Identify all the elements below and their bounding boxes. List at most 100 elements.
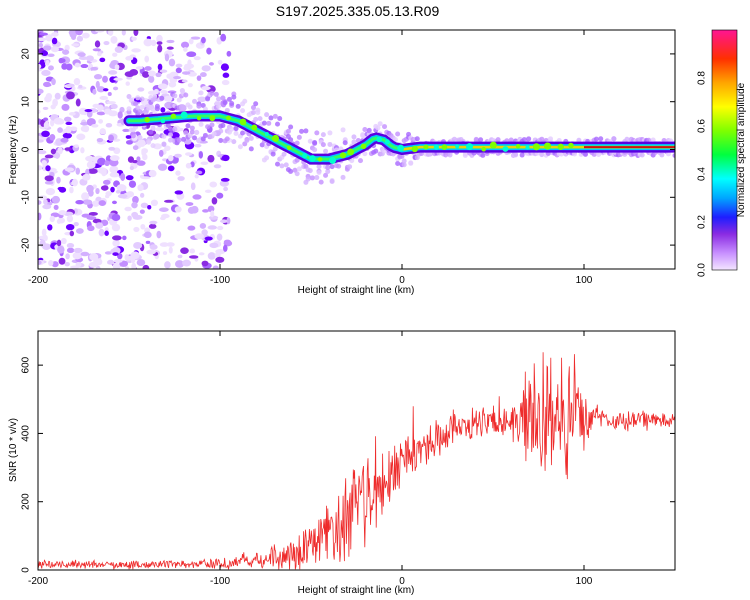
- spectrogram-cell: [81, 192, 90, 201]
- spectrogram-cell: [192, 135, 198, 141]
- spectrogram-cell: [95, 188, 100, 195]
- spectrogram-cell: [257, 116, 263, 122]
- spectrogram-cell: [283, 162, 289, 168]
- spectrogram-cell: [395, 160, 401, 166]
- spectrogram-cell: [272, 146, 278, 152]
- colorbar-label: Normalized spectral amplitude: [736, 82, 747, 217]
- spectrogram-cell: [157, 83, 168, 90]
- spectrogram-cell: [194, 129, 200, 135]
- spectrogram-cell: [130, 258, 136, 264]
- spectrogram-cell: [325, 165, 331, 171]
- spectrogram-cell: [89, 108, 98, 113]
- spectrogram-cell: [194, 233, 205, 240]
- spectrogram-cell: [167, 165, 175, 172]
- spectrogram-cell: [548, 136, 554, 142]
- spectrogram-cell: [197, 96, 207, 103]
- spectrogram-cell: [93, 74, 103, 80]
- spectrogram-cell: [69, 112, 76, 116]
- spectrogram-cell: [60, 137, 69, 143]
- spectrogram-cell: [64, 44, 70, 51]
- spectrogram-cell: [110, 35, 118, 44]
- spectrogram-cell: [152, 96, 158, 102]
- spectrogram-cell: [109, 165, 119, 174]
- spectrogram-cell: [99, 57, 106, 63]
- spectrogram-cell: [62, 49, 70, 55]
- spectrogram-cell: [185, 202, 194, 206]
- ridge-blob: [532, 143, 540, 151]
- spectrogram-cell: [183, 130, 189, 136]
- spectrogram-cell: [51, 46, 59, 53]
- spectrogram-cell: [43, 117, 49, 122]
- spectrogram-cell: [56, 239, 62, 247]
- spectrogram-cell: [102, 179, 111, 185]
- spectrogram-cell: [233, 130, 239, 136]
- spectrogram-cell: [148, 70, 156, 77]
- spectrogram-x-axis-title: Height of straight line (km): [298, 285, 415, 296]
- spectrogram-cell: [77, 52, 86, 57]
- spectrogram-cell: [221, 79, 230, 86]
- spectrogram-cell: [132, 195, 139, 204]
- spectrogram-cell: [202, 132, 208, 138]
- spectrogram-cell: [51, 37, 58, 45]
- spectrogram-cell: [95, 80, 100, 89]
- spectrogram-cell: [316, 169, 322, 175]
- spectrogram-cell: [39, 239, 46, 248]
- spectrogram-cell: [173, 76, 182, 80]
- spectrogram-cell: [268, 115, 274, 121]
- spectrogram-cell: [126, 106, 132, 112]
- spectrogram-cell: [325, 168, 331, 174]
- spectrogram-cell: [206, 47, 212, 55]
- spectrogram-cell: [80, 122, 89, 126]
- spectrogram-cell: [176, 137, 182, 143]
- spectrogram-cell: [64, 261, 70, 267]
- spectrogram-cell: [109, 155, 120, 162]
- spectrogram-cell: [176, 216, 181, 222]
- colorbar-gradient: [711, 29, 738, 271]
- spectrogram-x-tick-label: 100: [576, 275, 593, 286]
- spectrogram-cell: [187, 206, 196, 214]
- spectrogram-cell: [47, 53, 55, 57]
- spectrogram-cell: [57, 146, 63, 155]
- spectrogram-cell: [312, 140, 318, 146]
- spectrogram-cell: [80, 147, 85, 154]
- spectrogram-cell: [144, 66, 152, 71]
- spectrogram-cell: [97, 157, 106, 166]
- colorbar-tick-label: 0.4: [697, 167, 708, 181]
- spectrogram-cell: [125, 81, 130, 86]
- spectrogram-cell: [240, 108, 246, 114]
- snr-series-line: [38, 352, 675, 570]
- spectrogram-cell: [150, 143, 156, 149]
- spectrogram-cell: [84, 109, 93, 113]
- ridge-blob: [347, 148, 355, 156]
- spectrogram-cell: [146, 139, 152, 145]
- spectrogram-cell: [296, 134, 302, 140]
- spectrogram-cell: [401, 158, 407, 164]
- spectrogram-cell: [218, 138, 224, 144]
- spectrogram-cell: [109, 172, 120, 178]
- spectrogram-cell: [112, 262, 121, 269]
- spectrogram-cell: [342, 140, 348, 146]
- spectrogram-cell: [49, 215, 55, 223]
- spectrogram-cell: [127, 156, 134, 163]
- spectrogram-cell: [95, 30, 105, 33]
- spectrogram-cell: [142, 264, 150, 269]
- ridge-blob: [180, 111, 188, 119]
- spectrogram-cell: [106, 101, 116, 105]
- spectrogram-cell: [104, 230, 109, 236]
- spectrogram-cell: [148, 129, 154, 135]
- spectrogram-cell: [598, 136, 604, 142]
- spectrogram-cell: [57, 186, 64, 191]
- spectrogram-cell: [188, 38, 194, 45]
- spectrogram-cell: [137, 109, 143, 115]
- spectrogram-cell: [44, 95, 52, 103]
- spectrogram-cell: [140, 223, 146, 230]
- spectrogram-cell: [167, 137, 173, 143]
- spectrogram-cell: [168, 58, 176, 67]
- spectrogram-cell: [56, 219, 62, 224]
- spectrogram-cell: [124, 206, 132, 212]
- spectrogram-cell: [82, 32, 90, 39]
- spectrogram-cell: [611, 136, 617, 142]
- spectrogram-cell: [519, 152, 525, 158]
- spectrogram-cell: [170, 131, 180, 139]
